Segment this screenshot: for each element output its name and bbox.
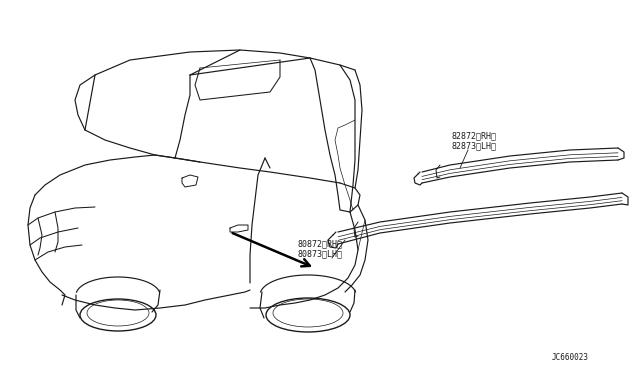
Text: 82872（RH）: 82872（RH） <box>451 131 496 140</box>
Text: 80873（LH）: 80873（LH） <box>298 249 343 258</box>
Text: 80872（RH）: 80872（RH） <box>298 239 343 248</box>
Text: JC660023: JC660023 <box>552 353 589 362</box>
Text: 82873（LH）: 82873（LH） <box>451 141 496 150</box>
